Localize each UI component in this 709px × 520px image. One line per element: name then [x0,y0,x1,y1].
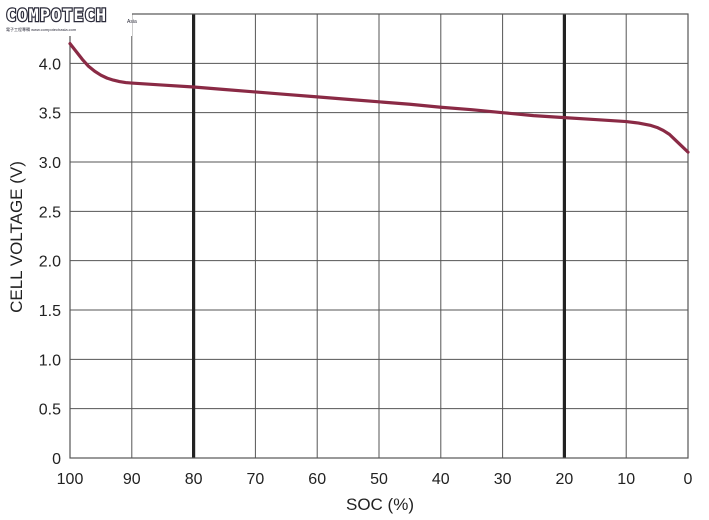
x-tick-label: 0 [684,471,693,488]
logo-brand: COMPOTECH [6,6,107,26]
series-layer [68,41,690,154]
y-tick-label: 2.0 [39,254,61,271]
grid-lines [69,13,689,459]
x-tick-label: 10 [617,471,635,488]
x-tick-label: 60 [308,471,326,488]
plot-frame [69,13,689,459]
y-tick-label: 3.0 [39,155,61,172]
y-tick-label: 1.0 [39,352,61,369]
y-tick-label: 1.5 [39,303,61,320]
y-tick-label: 0.5 [39,402,61,419]
x-axis-title: SOC (%) [346,495,414,514]
x-tick-label: 40 [432,471,450,488]
logo-subline: 電子工程專輯 www.compotechasia.com [6,26,77,32]
y-tick-label: 2.5 [39,204,61,221]
y-tick-label: 0 [52,451,61,468]
y-axis-title: CELL VOLTAGE (V) [7,161,26,313]
compotech-logo: COMPOTECH Asia 電子工程專輯 www.compotechasia.… [4,4,137,36]
x-tick-label: 50 [370,471,388,488]
y-tick-label: 4.0 [39,56,61,73]
logo-suffix: Asia [127,19,137,25]
voltage-curve [68,41,690,154]
x-tick-label: 30 [494,471,512,488]
y-tick-labels: 0 0.5 1.0 1.5 2.0 2.5 3.0 3.5 4.0 [39,56,61,468]
x-tick-labels: 100 90 80 70 60 50 40 30 20 10 0 [57,471,693,488]
x-tick-label: 80 [185,471,203,488]
x-tick-label: 70 [247,471,265,488]
x-tick-label: 20 [556,471,574,488]
y-tick-label: 3.5 [39,106,61,123]
x-tick-label: 100 [57,471,84,488]
x-tick-label: 90 [123,471,141,488]
